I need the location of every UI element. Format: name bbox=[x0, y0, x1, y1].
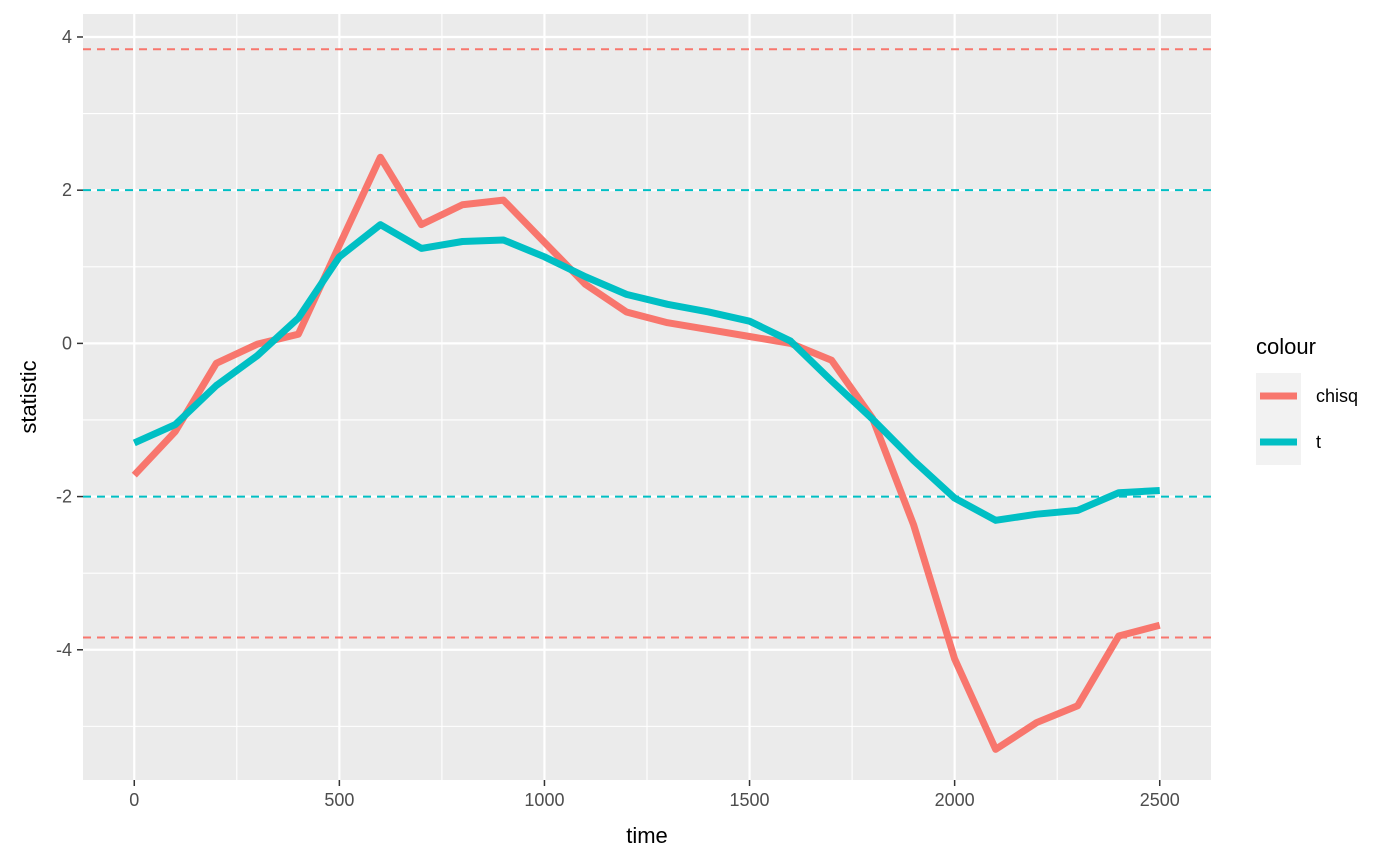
y-axis-title: statistic bbox=[16, 360, 41, 433]
x-tick-label: 1000 bbox=[524, 790, 564, 810]
x-tick-label: 500 bbox=[324, 790, 354, 810]
legend-label-chisq: chisq bbox=[1316, 386, 1358, 406]
y-tick-label: 2 bbox=[62, 180, 72, 200]
series-lines bbox=[131, 153, 1161, 753]
legend-title: colour bbox=[1256, 334, 1316, 359]
legend-key-background bbox=[1256, 373, 1301, 465]
x-tick-label: 1500 bbox=[730, 790, 770, 810]
x-axis-title: time bbox=[626, 823, 668, 848]
y-tick-label: -4 bbox=[56, 640, 72, 660]
reference-lines bbox=[83, 48, 1211, 639]
x-axis: 0 500 1000 1500 2000 2500 bbox=[129, 780, 1180, 810]
series-line-t bbox=[132, 221, 1160, 524]
minor-grid bbox=[83, 14, 1211, 780]
y-axis: -4 -2 0 2 4 bbox=[56, 27, 83, 660]
legend: colour chisq t bbox=[1256, 334, 1358, 465]
series-line-chisq bbox=[131, 153, 1161, 753]
legend-label-t: t bbox=[1316, 432, 1321, 452]
y-tick-label: -2 bbox=[56, 487, 72, 507]
y-tick-label: 4 bbox=[62, 27, 72, 47]
x-tick-label: 2000 bbox=[935, 790, 975, 810]
x-tick-label: 0 bbox=[129, 790, 139, 810]
x-tick-label: 2500 bbox=[1140, 790, 1180, 810]
y-tick-label: 0 bbox=[62, 333, 72, 353]
